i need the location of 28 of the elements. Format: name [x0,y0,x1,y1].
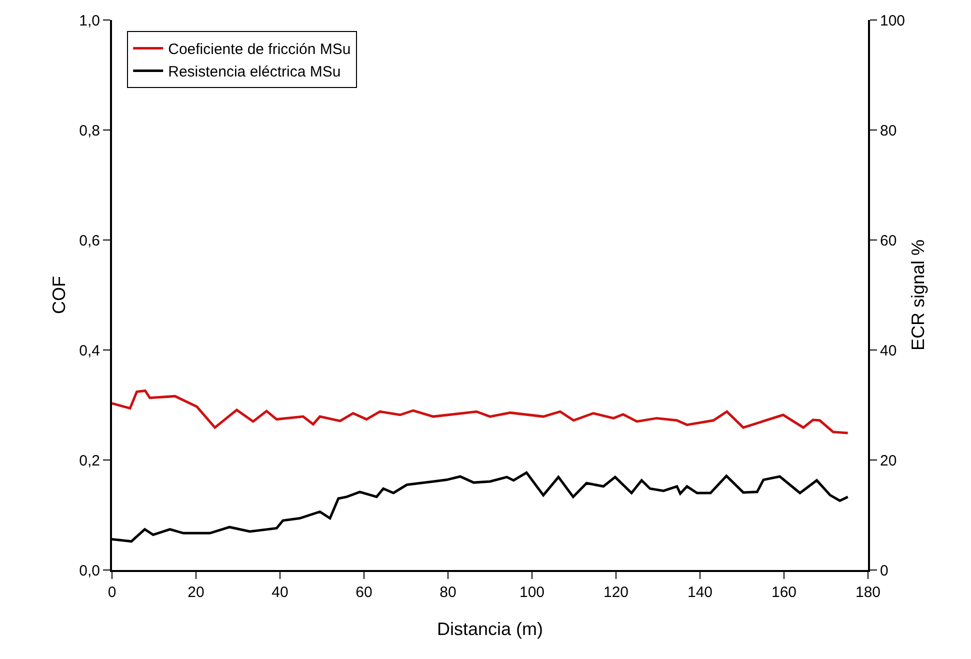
x-tick-label: 40 [272,584,288,601]
y-tick-label: 0,6 [79,232,100,250]
y2-tick-label: 60 [880,232,897,250]
legend-label: Coeficiente de fricción MSu [168,41,351,58]
x-tick-label: 100 [519,584,545,601]
y2-tick-label: 20 [880,452,897,470]
y-tick-label: 1,0 [79,12,100,30]
y2-tick-label: 100 [880,12,906,30]
y-axis-title: COF [49,276,69,314]
y-tick-label: 0,8 [79,122,100,140]
y2-tick-label: 80 [880,122,897,140]
x-tick-label: 60 [356,584,372,601]
x-tick-label: 120 [603,584,629,601]
y-tick-label: 0,0 [79,562,100,580]
x-axis-title: Distancia (m) [436,619,544,639]
x-tick-label: 0 [108,584,116,601]
y2-tick-label: 0 [880,562,888,580]
x-tick-label: 20 [188,584,204,601]
legend-label: Resistencia eléctrica MSu [168,64,341,81]
x-tick-label: 180 [855,584,881,601]
y2-axis-title: ECR signal % [908,239,928,351]
y-tick-label: 0,4 [79,342,100,360]
y-tick-label: 0,2 [79,452,100,470]
x-tick-label: 140 [687,584,713,601]
x-tick-label: 80 [440,584,456,601]
x-tick-label: 160 [771,584,797,601]
y2-tick-label: 40 [880,342,897,360]
line-series [112,389,850,434]
